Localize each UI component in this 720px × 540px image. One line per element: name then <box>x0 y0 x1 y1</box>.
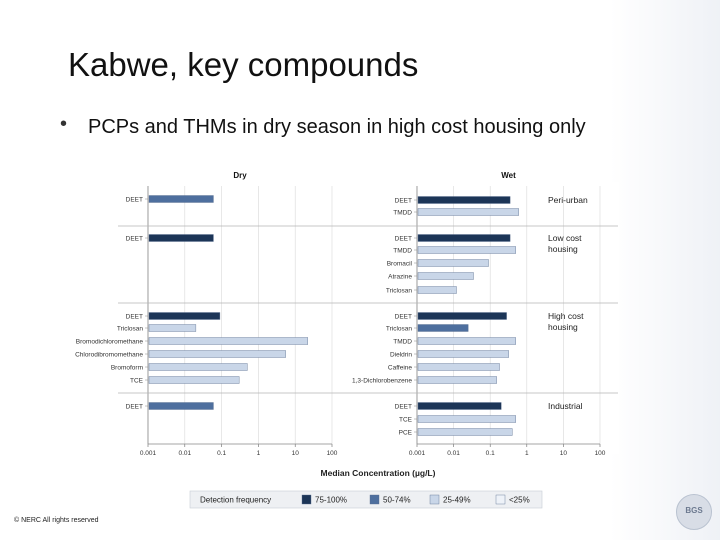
x-tick-label: 1 <box>525 450 529 457</box>
x-tick-label: 10 <box>292 450 300 457</box>
legend-swatch <box>301 494 312 505</box>
bar <box>417 350 509 358</box>
legend-label: 25-49% <box>443 496 471 505</box>
copyright-footer: © NERC All rights reserved <box>14 517 99 524</box>
concentration-chart: Dry 0.001 0.01 0.1 1 10 100 DEET DEET DEET Triclos… <box>75 171 619 509</box>
group-label: Industrial <box>548 401 583 411</box>
group-label: Peri-urban <box>548 195 588 205</box>
group-label: housing <box>548 244 578 254</box>
bar-label: DEET <box>126 314 143 321</box>
bar <box>417 337 516 345</box>
bar <box>148 363 248 371</box>
bar <box>417 234 511 242</box>
bar-label: TCE <box>399 417 413 424</box>
bar <box>417 312 507 320</box>
bar-label: DEET <box>395 198 412 205</box>
bar <box>148 324 197 332</box>
bar-label: Chlorodibromomethane <box>75 352 143 359</box>
bar-label: DEET <box>395 314 412 321</box>
bar-label: DEET <box>395 404 412 411</box>
bar-label: Bromacil <box>387 261 413 268</box>
slide-background-gradient <box>610 0 720 540</box>
panel-title: Dry <box>233 171 247 180</box>
group-label: Low cost <box>548 233 582 243</box>
bar <box>417 259 489 267</box>
x-tick-label: 0.1 <box>217 450 226 457</box>
bar <box>148 376 240 384</box>
legend-label: <25% <box>509 496 530 505</box>
bar <box>417 428 513 436</box>
bar-label: TMDD <box>393 210 412 217</box>
group-label: housing <box>548 322 578 332</box>
legend-box <box>189 490 543 509</box>
bar-label: Bromodichloromethane <box>76 339 144 346</box>
bar-label: TCE <box>130 378 144 385</box>
bar <box>417 402 502 410</box>
bar <box>417 272 474 280</box>
bgs-logo-text: BGS <box>685 506 703 515</box>
bar <box>417 376 497 384</box>
legend-label: 50-74% <box>383 496 411 505</box>
group-label: High cost <box>548 311 584 321</box>
bar <box>417 286 457 294</box>
bgs-logo: BGS <box>676 494 712 530</box>
bar-label: Bromoform <box>111 365 143 372</box>
x-tick-label: 1 <box>257 450 261 457</box>
x-tick-label: 100 <box>327 450 338 457</box>
x-tick-label: 0.001 <box>409 450 426 457</box>
bar-label: DEET <box>126 404 143 411</box>
bar <box>148 402 214 410</box>
bar <box>417 246 516 254</box>
legend-label: 75-100% <box>315 496 347 505</box>
legend-swatch <box>495 494 506 505</box>
x-tick-label: 0.01 <box>178 450 191 457</box>
legend-title: Detection frequency <box>200 496 271 505</box>
bar-label: Caffeine <box>388 365 412 372</box>
bullet-text: PCPs and THMs in dry season in high cost… <box>88 116 586 138</box>
bar-label: Triclosan <box>386 288 413 295</box>
bar-label: DEET <box>126 197 143 204</box>
bar-label: Dieldrin <box>390 352 412 359</box>
legend-swatch <box>429 494 440 505</box>
bar-label: Atrazine <box>388 274 412 281</box>
slide-title: Kabwe, key compounds <box>68 46 419 83</box>
bar <box>417 208 519 216</box>
bar <box>417 196 511 204</box>
bar <box>417 324 469 332</box>
bar <box>417 363 500 371</box>
bar <box>148 312 221 320</box>
x-tick-label: 100 <box>595 450 606 457</box>
bar <box>148 195 214 203</box>
bar-label: DEET <box>126 236 143 243</box>
x-tick-label: 0.01 <box>447 450 460 457</box>
bar-label: Triclosan <box>386 326 413 333</box>
bar-label: 1,3-Dichlorobenzene <box>352 378 412 385</box>
bar-label: Triclosan <box>117 326 144 333</box>
bullet-icon: • <box>60 113 68 135</box>
bar <box>148 234 214 242</box>
bar <box>148 350 286 358</box>
bar-label: TMDD <box>393 248 412 255</box>
bar-label: TMDD <box>393 339 412 346</box>
bar-label: PCE <box>399 430 413 437</box>
legend-swatch <box>369 494 380 505</box>
x-tick-label: 0.001 <box>140 450 157 457</box>
bar <box>417 415 516 423</box>
panel-title: Wet <box>501 171 516 180</box>
bar-label: DEET <box>395 236 412 243</box>
x-tick-label: 10 <box>560 450 568 457</box>
x-axis-label: Median Concentration (µg/L) <box>321 468 436 478</box>
bar <box>148 337 309 345</box>
x-tick-label: 0.1 <box>486 450 495 457</box>
